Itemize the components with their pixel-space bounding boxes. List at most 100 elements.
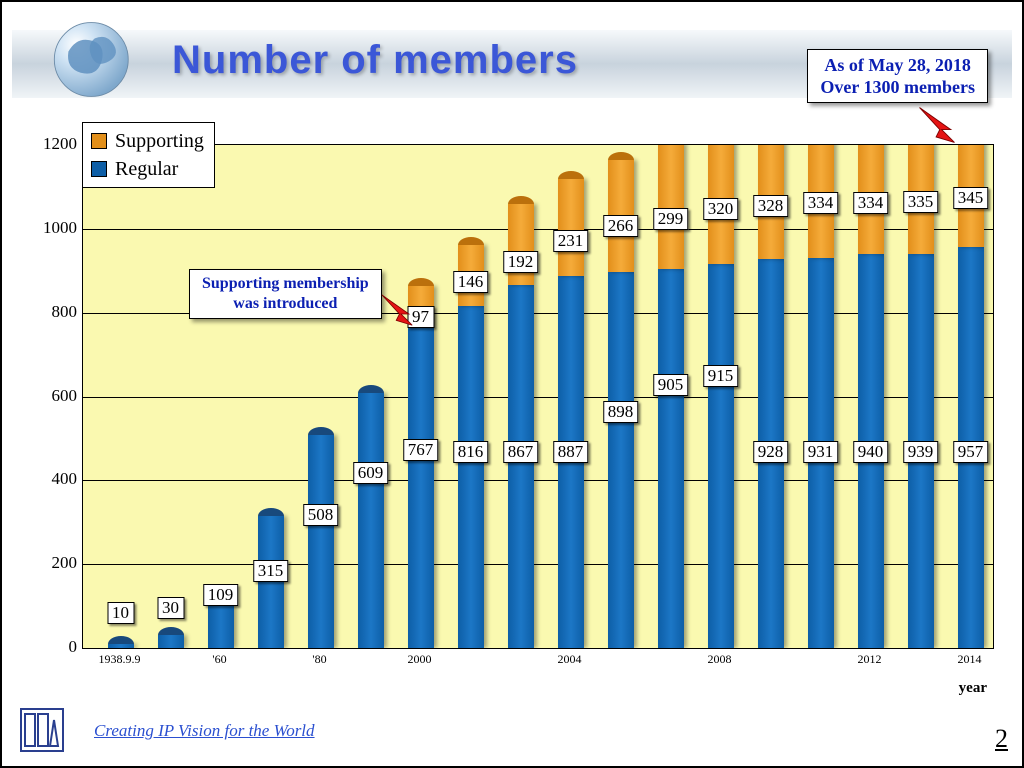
x-tick-label: 2008 xyxy=(708,652,732,667)
callout-line: As of May 28, 2018 xyxy=(820,54,975,76)
bar-group xyxy=(908,144,934,648)
slide-title: Number of members xyxy=(172,38,578,83)
x-tick-label: 2014 xyxy=(958,652,982,667)
data-label-regular: 915 xyxy=(703,365,739,387)
data-label-regular: 939 xyxy=(903,441,939,463)
data-label-regular: 10 xyxy=(107,602,134,624)
data-label-supporting: 334 xyxy=(853,192,889,214)
data-label-supporting: 328 xyxy=(753,195,789,217)
data-label-supporting: 146 xyxy=(453,271,489,293)
bar-regular xyxy=(358,393,384,648)
gridline xyxy=(83,397,993,398)
y-tick-label: 1200 xyxy=(27,134,77,154)
bar-group xyxy=(308,435,334,648)
bar-supporting xyxy=(658,144,684,269)
data-label-supporting: 320 xyxy=(703,198,739,220)
bar-group xyxy=(858,144,884,648)
bar-regular xyxy=(158,635,184,648)
bar-regular xyxy=(708,264,734,648)
globe-icon xyxy=(42,12,130,100)
bar-cap xyxy=(458,237,484,245)
arrow-icon xyxy=(914,102,960,148)
data-label-regular: 931 xyxy=(803,441,839,463)
legend-item-regular: Regular xyxy=(91,155,204,183)
bar-cap xyxy=(408,278,434,286)
y-tick-label: 400 xyxy=(27,469,77,489)
x-tick-label: 2004 xyxy=(558,652,582,667)
bar-cap xyxy=(308,427,334,435)
callout-line: Over 1300 members xyxy=(820,76,975,98)
data-label-regular: 508 xyxy=(303,504,339,526)
bar-group xyxy=(808,144,834,648)
y-tick-label: 200 xyxy=(27,553,77,573)
x-tick-label: 2000 xyxy=(408,652,432,667)
data-label-supporting: 231 xyxy=(553,230,589,252)
bar-regular xyxy=(208,602,234,648)
x-tick-label: 1938.9.9 xyxy=(99,652,141,667)
callout-line: was introduced xyxy=(202,294,369,314)
data-label-supporting: 299 xyxy=(653,208,689,230)
bar-group xyxy=(208,602,234,648)
callout-supporting-intro: Supporting membership was introduced xyxy=(189,269,382,319)
bar-cap xyxy=(558,171,584,179)
data-label-regular: 898 xyxy=(603,401,639,423)
page-number: 2 xyxy=(995,724,1008,754)
x-axis-title: year xyxy=(959,680,987,697)
legend-label: Regular xyxy=(115,155,178,183)
bar-cap xyxy=(608,152,634,160)
data-label-regular: 867 xyxy=(503,441,539,463)
footer-link[interactable]: Creating IP Vision for the World xyxy=(94,721,315,741)
arrow-icon xyxy=(377,290,417,330)
slide: Number of members As of May 28, 2018 Ove… xyxy=(0,0,1024,768)
legend-item-supporting: Supporting xyxy=(91,127,204,155)
jipa-logo-icon xyxy=(20,708,64,752)
legend-swatch-regular xyxy=(91,161,107,177)
data-label-regular: 928 xyxy=(753,441,789,463)
data-label-regular: 109 xyxy=(203,584,239,606)
bar-group xyxy=(158,635,184,648)
bar-regular xyxy=(408,327,434,649)
legend-label: Supporting xyxy=(115,127,204,155)
bar-regular xyxy=(308,435,334,648)
bar-regular xyxy=(108,644,134,648)
callout-line: Supporting membership xyxy=(202,274,369,294)
gridline xyxy=(83,564,993,565)
data-label-regular: 940 xyxy=(853,441,889,463)
data-label-regular: 887 xyxy=(553,441,589,463)
y-tick-label: 0 xyxy=(27,637,77,657)
data-label-regular: 609 xyxy=(353,462,389,484)
bar-group xyxy=(358,393,384,648)
legend-swatch-supporting xyxy=(91,133,107,149)
bar-supporting xyxy=(558,179,584,276)
callout-as-of: As of May 28, 2018 Over 1300 members xyxy=(807,49,988,103)
bar-group xyxy=(108,644,134,648)
bar-regular xyxy=(608,272,634,648)
members-chart: Supporting Regular 0 200 400 600 800 1000 1200… xyxy=(27,122,1007,682)
gridline xyxy=(83,229,993,230)
x-tick-label: '60 xyxy=(212,652,226,667)
x-tick-label: 2012 xyxy=(858,652,882,667)
data-label-supporting: 192 xyxy=(503,251,539,273)
data-label-regular: 905 xyxy=(653,374,689,396)
bar-cap xyxy=(358,385,384,393)
data-label-regular: 816 xyxy=(453,441,489,463)
data-label-regular: 315 xyxy=(253,560,289,582)
bar-regular xyxy=(658,269,684,648)
bar-regular xyxy=(458,306,484,648)
y-tick-label: 1000 xyxy=(27,218,77,238)
bar-group xyxy=(758,144,784,648)
y-tick-label: 600 xyxy=(27,386,77,406)
bar-group xyxy=(408,286,434,648)
y-tick-label: 800 xyxy=(27,302,77,322)
bar-regular xyxy=(508,285,534,648)
plot-area: 1030109315508609767978161468671928872318… xyxy=(82,144,994,649)
data-label-supporting: 334 xyxy=(803,192,839,214)
x-tick-label: '80 xyxy=(312,652,326,667)
data-label-supporting: 266 xyxy=(603,215,639,237)
legend: Supporting Regular xyxy=(82,122,215,188)
data-label-regular: 767 xyxy=(403,439,439,461)
bar-cap xyxy=(508,196,534,204)
bar-group xyxy=(958,144,984,648)
data-label-regular: 957 xyxy=(953,441,989,463)
data-label-supporting: 335 xyxy=(903,191,939,213)
